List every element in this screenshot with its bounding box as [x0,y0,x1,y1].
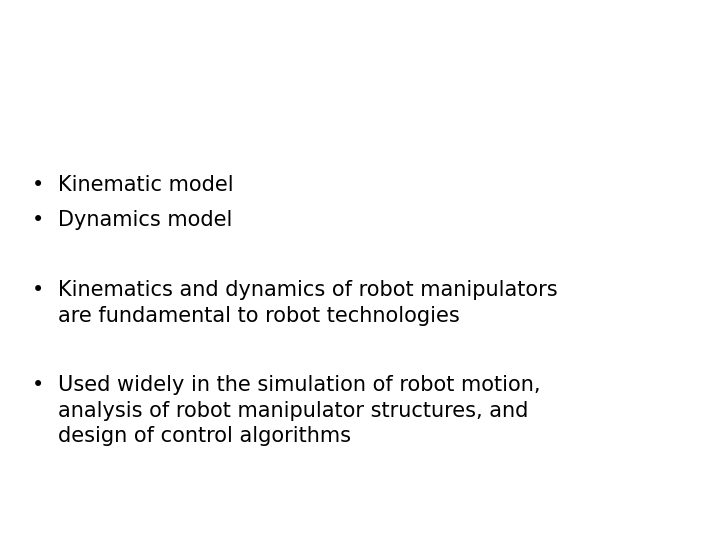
Text: Kinematic model: Kinematic model [58,175,233,195]
Text: •: • [32,375,44,395]
Text: Kinematics and dynamics of robot manipulators
are fundamental to robot technolog: Kinematics and dynamics of robot manipul… [58,280,557,326]
Text: Dynamics model: Dynamics model [58,210,233,230]
Text: •: • [32,280,44,300]
Text: Used widely in the simulation of robot motion,
analysis of robot manipulator str: Used widely in the simulation of robot m… [58,375,541,446]
Text: •: • [32,175,44,195]
Text: •: • [32,210,44,230]
